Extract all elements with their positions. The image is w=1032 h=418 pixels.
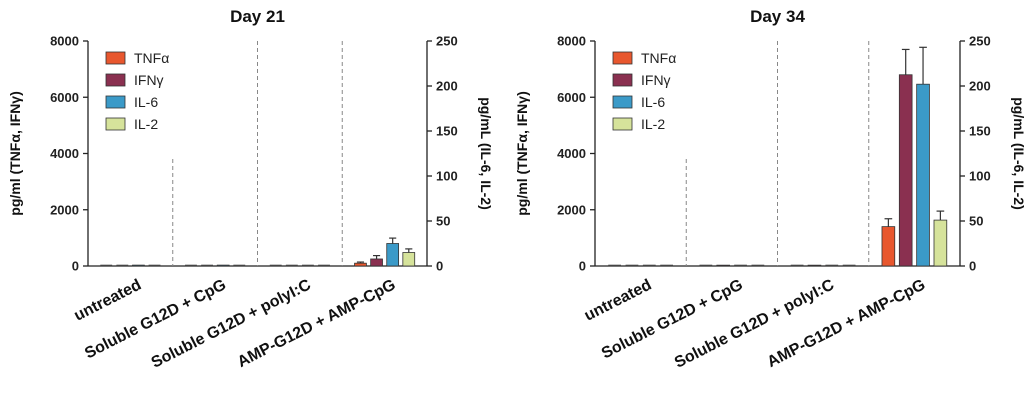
y-tick-label-right: 200 — [436, 79, 458, 94]
chart-title: Day 21 — [230, 7, 285, 26]
y-tick-label-right: 150 — [436, 124, 458, 139]
legend-swatch — [105, 117, 126, 131]
category-label: untreated — [72, 276, 145, 324]
legend-swatch — [612, 95, 633, 109]
y-tick-label-right: 100 — [969, 169, 991, 184]
y-tick-label-left: 6000 — [50, 90, 79, 105]
category-label: Soluble G12D + CpG — [82, 276, 229, 362]
legend-swatch — [105, 51, 126, 65]
y-tick-label-left: 2000 — [50, 202, 79, 217]
legend-label: IL-6 — [641, 94, 665, 110]
category-label: Soluble G12D + polyI:C — [672, 276, 837, 371]
bar — [386, 243, 400, 267]
category-label: AMP-G12D + AMP-CpG — [765, 276, 929, 371]
bar — [933, 219, 948, 267]
y-tick-label-left: 8000 — [557, 34, 586, 49]
y-axis-label-left: pg/ml (TNFα, IFNγ) — [514, 91, 530, 215]
y-tick-label-right: 50 — [436, 214, 450, 229]
chart-panel-2: Day 34 0 2000 4000 6000 8000 0 50 100 150 200 250 pg… — [514, 7, 1027, 372]
y-tick-label-right: 0 — [436, 259, 443, 274]
bar — [916, 83, 930, 267]
y-tick-label-right: 200 — [969, 79, 991, 94]
legend-swatch — [612, 51, 633, 65]
y-tick-label-left: 0 — [72, 259, 79, 274]
y-tick-label-right: 0 — [969, 259, 976, 274]
bar — [881, 226, 896, 267]
y-tick-label-left: 0 — [579, 259, 586, 274]
y-tick-label-left: 4000 — [557, 146, 586, 161]
y-tick-label-right: 50 — [969, 214, 983, 229]
category-label: AMP-G12D + AMP-CpG — [235, 276, 399, 371]
bar — [370, 258, 383, 267]
chart-title: Day 34 — [750, 7, 805, 26]
legend-label: IL-2 — [134, 116, 158, 132]
category-label: untreated — [582, 276, 655, 324]
category-label: Soluble G12D + polyI:C — [149, 276, 314, 371]
legend-label: TNFα — [134, 50, 169, 66]
bar — [216, 264, 230, 267]
bar — [132, 264, 145, 267]
legend-swatch — [612, 117, 633, 131]
legend-swatch — [105, 95, 126, 109]
legend-label: IL-6 — [134, 94, 158, 110]
legend-swatch — [612, 73, 633, 87]
legend-swatch — [105, 73, 126, 87]
y-tick-label-right: 250 — [436, 34, 458, 49]
y-tick-label-right: 250 — [969, 34, 991, 49]
bar — [354, 262, 367, 267]
chart-panel-1: Day 21 0 2000 4000 6000 8000 0 50 100 150 200 250 pg… — [7, 7, 494, 372]
bar — [898, 74, 913, 267]
legend-label: IFNγ — [641, 72, 671, 88]
y-tick-label-left: 8000 — [50, 34, 79, 49]
y-axis-label-right: pg/mL (IL-6, IL-2) — [478, 97, 494, 210]
legend-label: IFNγ — [134, 72, 164, 88]
y-tick-label-left: 2000 — [557, 202, 586, 217]
y-tick-label-left: 4000 — [50, 146, 79, 161]
y-tick-label-right: 150 — [969, 124, 991, 139]
legend-label: IL-2 — [641, 116, 665, 132]
bar — [716, 264, 730, 267]
y-axis-label-left: pg/ml (TNFα, IFNγ) — [7, 91, 23, 215]
y-tick-label-right: 100 — [436, 169, 458, 184]
y-axis-label-right: pg/mL (IL-6, IL-2) — [1011, 97, 1027, 210]
bar — [402, 252, 416, 267]
bar — [807, 264, 822, 267]
y-tick-label-left: 6000 — [557, 90, 586, 105]
legend-label: TNFα — [641, 50, 676, 66]
